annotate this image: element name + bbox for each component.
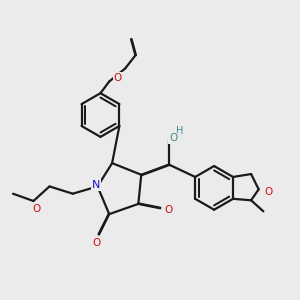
Text: O: O [264,187,272,197]
Text: O: O [169,133,177,143]
Text: O: O [114,73,122,83]
Text: O: O [164,205,172,215]
Text: O: O [32,204,41,214]
Text: O: O [92,238,100,248]
Text: H: H [176,126,184,136]
Text: N: N [92,180,100,190]
